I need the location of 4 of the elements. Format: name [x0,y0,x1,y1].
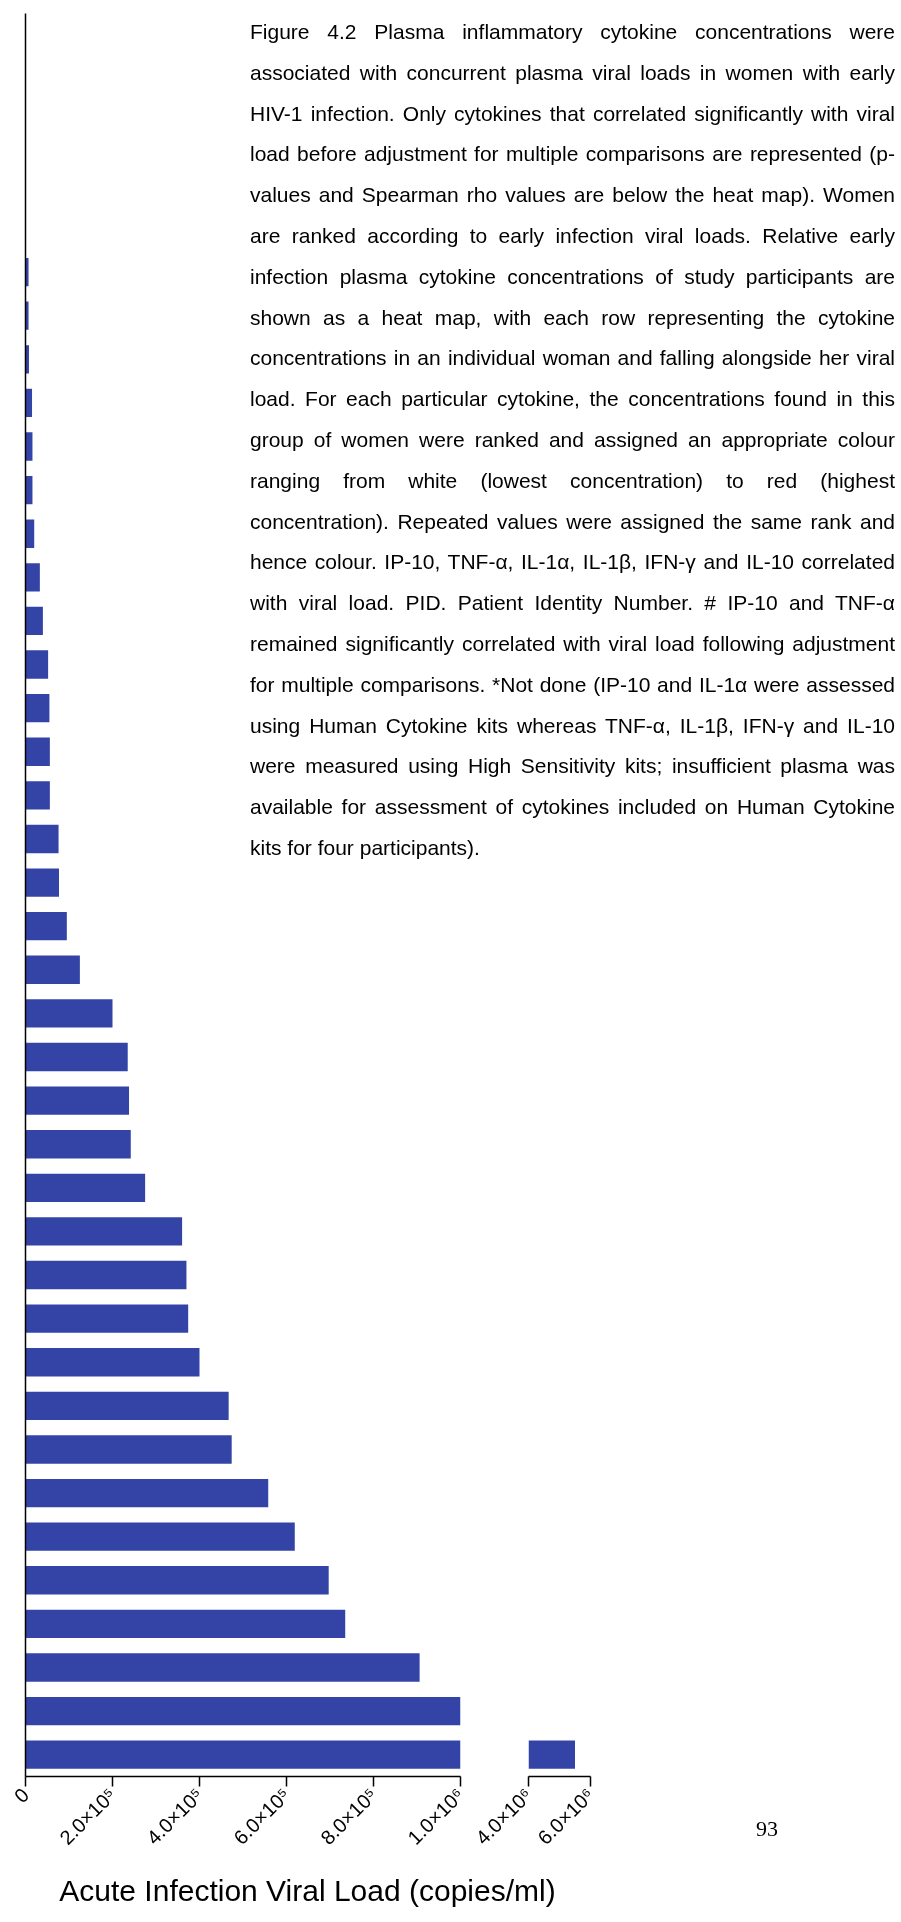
x-tick-label: 0 [9,1783,34,1808]
chart-title: Figure 4.2 Plasma inflammatory cytokine concentrations were associated with concurrent plasma viral loads in women with early HIV-1 infection. Only cytokines that correlated significantly with viral load before adjustment for multiple comparisons are represented (p-values and Spearman rho values are below the heat map). Women are ranked according to early infection viral loads. Relative early infection plasma cytokine concentrations of study participants are shown as a heat map, with each row representing the cytokine concentrations in an individual woman and falling alongside her viral load. For each particular cytokine, the concentrations found in this group of women were ranked and assigned an appropriate colour ranging from white (lowest concentration) to red (highest concentration). Repeated values were assigned the same rank and hence colour. IP-10, TNF-α, IL-1α, IL-1β, IFN-γ and IL-10 correlated with viral load. PID. Patient Identity Number. # IP-10 and TNF-α remained significantly correlated with viral load following adjustment for multiple comparisons. *Not done (IP-10 and IL-1α were assessed using Human Cytokine kits whereas TNF-α, IL-1β, IFN-γ and IL-10 were measured using High Sensitivity kits; insufficient plasma was available for assessment of cytokines included on Human Cytokine kits for four participants). [250,20,895,859]
text: 93 [755,1816,779,1842]
x-axis-title: Acute Infection Viral Load (copies/ml) [58,1874,557,1909]
